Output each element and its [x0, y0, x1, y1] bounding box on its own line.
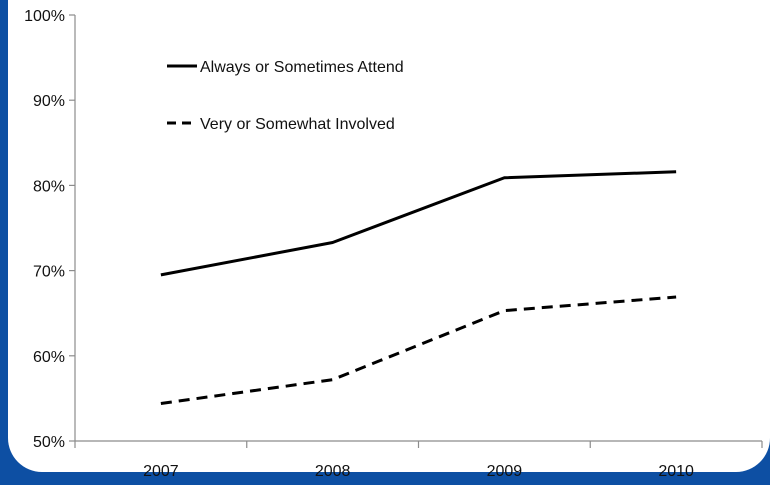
y-tick-label: 50%	[33, 434, 65, 451]
y-tick-label: 60%	[33, 349, 65, 366]
y-tick-label: 80%	[33, 178, 65, 195]
x-tick-label: 2010	[658, 463, 694, 480]
x-tick-label: 2007	[143, 463, 179, 480]
series-lines	[160, 170, 677, 405]
chart-panel	[8, 0, 770, 472]
x-tick-labels: 2007 2008 2009 2010	[143, 463, 694, 480]
axes	[69, 14, 763, 448]
series-line-very-involved	[160, 295, 677, 405]
legend: Always or Sometimes Attend Very or Somew…	[167, 59, 404, 133]
legend-label-always-attend: Always or Sometimes Attend	[200, 59, 404, 76]
series-line-always-attend	[160, 170, 677, 277]
y-tick-label: 70%	[33, 264, 65, 281]
legend-label-very-involved: Very or Somewhat Involved	[200, 116, 395, 133]
y-tick-label: 90%	[33, 93, 65, 110]
x-tick-label: 2009	[487, 463, 523, 480]
y-tick-labels: 50% 60% 70% 80% 90% 100%	[24, 8, 65, 451]
x-tick-label: 2008	[315, 463, 351, 480]
y-tick-label: 100%	[24, 8, 65, 25]
